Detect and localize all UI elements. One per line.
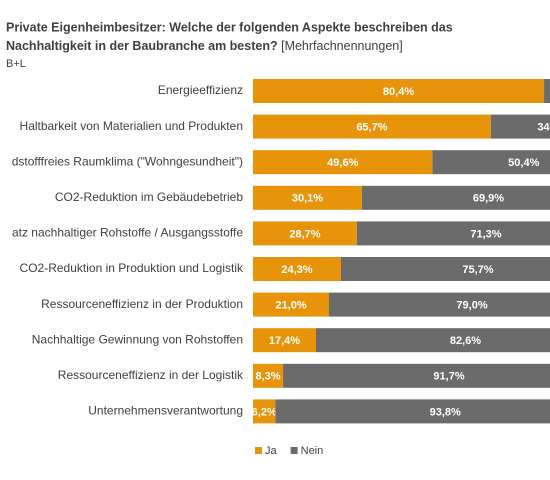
category-label: dstofffreies Raumklima ("Wohngesundheit"… bbox=[12, 154, 243, 168]
value-label: 91,7% bbox=[433, 371, 464, 383]
value-label: 69,9% bbox=[473, 193, 504, 205]
value-label: 28,7% bbox=[289, 228, 320, 240]
category-label: Nachhaltige Gewinnung von Rohstoffen bbox=[32, 332, 243, 346]
value-label: 93,8% bbox=[430, 406, 461, 418]
value-label: 30,1% bbox=[292, 193, 323, 205]
bar-segment bbox=[253, 221, 357, 246]
category-label: Ressourceneffizienz in der Produktion bbox=[41, 297, 243, 311]
value-label: 6,2% bbox=[252, 406, 277, 418]
bar-segment bbox=[253, 150, 433, 175]
category-label: atz nachhaltiger Rohstoffe / Ausgangssto… bbox=[12, 226, 243, 240]
value-label: 17,4% bbox=[269, 335, 300, 347]
value-label: 50,4% bbox=[508, 157, 539, 169]
value-label: 71,3% bbox=[470, 228, 501, 240]
subtitle: B+L bbox=[6, 58, 26, 70]
bar-segment bbox=[544, 79, 550, 103]
bar-segment bbox=[253, 363, 284, 388]
bar-segment bbox=[432, 150, 550, 175]
bar-segment bbox=[253, 185, 362, 210]
bar-segment bbox=[253, 257, 341, 281]
category-label: Energieeffizienz bbox=[158, 83, 243, 97]
bar-segment bbox=[253, 79, 545, 103]
bar-segment bbox=[361, 185, 550, 210]
bar-segment bbox=[329, 292, 550, 317]
bar-segment bbox=[356, 221, 550, 246]
value-label: 65,7% bbox=[356, 122, 387, 134]
value-label: 8,3% bbox=[255, 371, 280, 383]
legend-label: Ja bbox=[265, 445, 278, 457]
value-label: 21,0% bbox=[275, 300, 306, 312]
bar-segment bbox=[283, 363, 550, 388]
bar-segment bbox=[253, 328, 316, 353]
legend-swatch bbox=[255, 447, 262, 454]
category-label: Ressourceneffizienz in der Logistik bbox=[58, 368, 244, 382]
category-label: Haltbarkeit von Materialien und Produkte… bbox=[20, 119, 243, 133]
title-note: [Mehrfachnennungen] bbox=[281, 39, 403, 53]
title-line: Private Eigenheimbesitzer: Welche der fo… bbox=[6, 20, 453, 34]
bar-segment bbox=[490, 114, 550, 139]
value-label: 24,3% bbox=[281, 264, 312, 276]
category-label: CO2-Reduktion in Produktion und Logistik bbox=[20, 261, 244, 275]
bar-segment bbox=[253, 399, 276, 424]
bar-segment bbox=[253, 292, 330, 317]
value-label: 82,6% bbox=[450, 335, 481, 347]
bar-segment bbox=[340, 257, 550, 281]
title-main: Nachhaltigkeit in der Baubranche am best… bbox=[6, 39, 278, 53]
value-label: 80,4% bbox=[383, 86, 414, 98]
bar-segment bbox=[315, 328, 550, 353]
category-label: CO2-Reduktion im Gebäudebetrieb bbox=[55, 190, 243, 204]
legend-label: Nein bbox=[301, 445, 324, 457]
legend-swatch bbox=[290, 447, 298, 454]
bar-segment bbox=[253, 114, 491, 139]
value-label: 34,3% bbox=[537, 122, 550, 134]
value-label: 79,0% bbox=[456, 300, 487, 312]
title-line: Nachhaltigkeit in der Baubranche am best… bbox=[6, 39, 403, 53]
category-label: Unternehmensverantwortung bbox=[88, 404, 243, 418]
value-label: 49,6% bbox=[327, 157, 358, 169]
value-label: 75,7% bbox=[462, 264, 493, 276]
bar-segment bbox=[275, 399, 550, 424]
